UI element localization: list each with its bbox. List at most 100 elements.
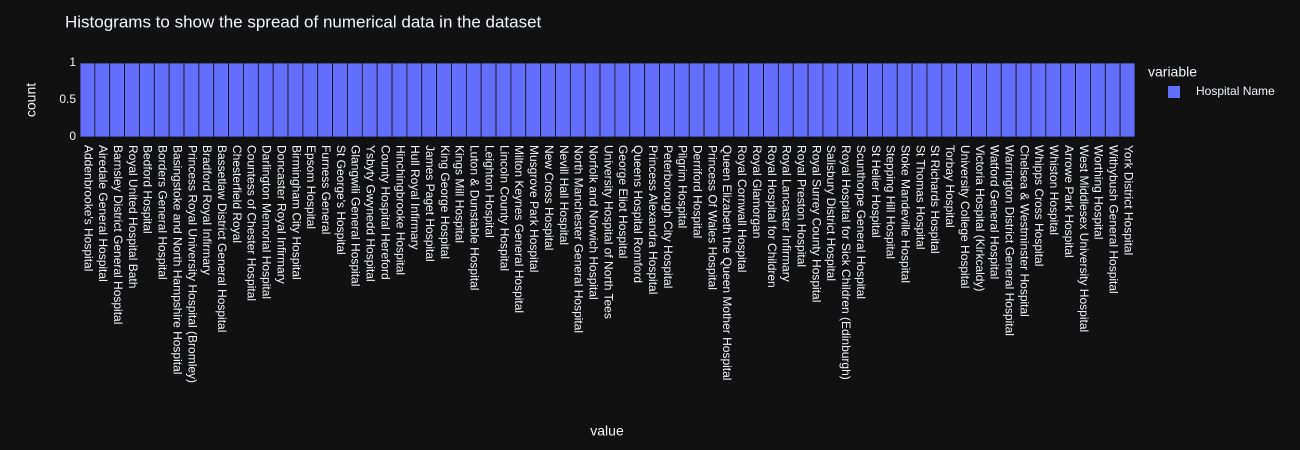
x-tick-label: James Paget Hospital xyxy=(423,145,437,262)
x-tick-label: West Middlesex University Hospital xyxy=(1077,145,1091,332)
x-tick-label: Bedford Hospital xyxy=(141,145,155,234)
bar xyxy=(896,62,913,138)
bar xyxy=(213,62,229,138)
x-tick-label: University Hospital of North Tees xyxy=(601,145,615,319)
bar xyxy=(718,62,735,138)
x-tick-label: St Thomas Hospital xyxy=(913,145,927,250)
x-tick-label: Derriford Hospital xyxy=(690,145,704,238)
x-tick-label: Princess Royal University Hospital (Brom… xyxy=(185,145,199,383)
x-tick-label: Whiston Hospital xyxy=(1047,145,1061,235)
bar xyxy=(881,62,898,138)
legend-label: Hospital Name xyxy=(1196,84,1275,98)
x-tick-label: Leighton Hospital xyxy=(482,145,496,238)
bar xyxy=(1045,62,1062,138)
x-tick-label: County Hospital Hereford xyxy=(378,145,392,280)
bar xyxy=(302,62,319,138)
bar xyxy=(673,62,690,138)
x-tick-label: Kings Mill Hospital xyxy=(453,145,467,243)
bar xyxy=(436,62,452,138)
bar xyxy=(153,62,170,138)
bar xyxy=(614,62,631,138)
x-tick-label: Barnsley District General Hospital xyxy=(111,145,125,324)
bar xyxy=(1075,62,1091,138)
bar xyxy=(198,62,215,138)
bar xyxy=(599,62,616,138)
bar xyxy=(465,62,482,138)
x-tick-label: Stepping Hill Hospital xyxy=(884,145,898,259)
x-tick-label: Chesterfield Royal xyxy=(230,145,244,243)
x-tick-label: Royal Surrey County Hospital xyxy=(809,145,823,302)
x-tick-label: Countess of Chester Hospital xyxy=(245,145,259,301)
bar xyxy=(347,62,363,138)
x-tick-label: Ysbyty Gwynedd Hospital xyxy=(364,145,378,282)
bar xyxy=(183,62,200,138)
x-tick-label: Basingstoke and North Hampshire Hospital xyxy=(170,145,184,374)
bar xyxy=(332,62,348,138)
bar xyxy=(361,62,378,138)
x-tick-label: Warrington District General Hospital xyxy=(1003,145,1017,336)
x-tick-label: St Richards Hospital xyxy=(928,145,942,254)
x-tick-label: Royal Hospital for Children xyxy=(765,145,779,288)
x-tick-label: Hull Royal Infirmary xyxy=(408,145,422,250)
x-tick-label: St George's Hospital xyxy=(334,145,348,255)
bar xyxy=(243,62,259,138)
bar xyxy=(540,62,556,138)
x-tick-label: Royal Glamorgan xyxy=(750,145,764,238)
x-tick-label: Whipps Cross Hospital xyxy=(1032,145,1046,266)
x-tick-label: Royal Cornwall Hospital xyxy=(735,145,749,272)
bar xyxy=(629,62,646,138)
bar xyxy=(79,62,96,138)
x-tick-label: Princess Of Wales Hospital xyxy=(705,145,719,290)
bar xyxy=(391,62,408,138)
x-tick-label: Withybush General Hospital xyxy=(1107,145,1121,294)
bar xyxy=(495,62,512,138)
bar xyxy=(124,62,140,138)
x-tick-label: Furness General xyxy=(319,145,333,234)
bar xyxy=(777,62,794,138)
bar xyxy=(1104,62,1121,138)
x-tick-label: Victoria Hospital (Kirkcaldy) xyxy=(973,145,987,292)
x-tick-label: Salisbury District Hospital xyxy=(824,145,838,281)
x-tick-label: Birmingham City Hospital xyxy=(289,145,303,280)
x-tick-label: Musgrove Park Hospital xyxy=(527,145,541,272)
bar xyxy=(287,62,304,138)
bar xyxy=(807,62,824,138)
bar xyxy=(792,62,809,138)
x-tick-label: Doncaster Royal Infirmary xyxy=(274,145,288,284)
bar xyxy=(584,62,601,138)
bar xyxy=(228,62,244,138)
bar xyxy=(272,62,289,138)
bar xyxy=(168,62,185,138)
bar xyxy=(971,62,987,138)
bar xyxy=(644,62,660,138)
bar xyxy=(926,62,943,138)
legend-swatch xyxy=(1168,86,1180,98)
bar xyxy=(688,62,705,138)
x-tick-label: Nevill Hall Hospital xyxy=(557,145,571,245)
x-tick-label: Borders General Hospital xyxy=(156,145,170,280)
x-axis-label: value xyxy=(590,423,624,439)
bar xyxy=(317,62,334,138)
x-tick-label: York District Hospital xyxy=(1121,145,1135,255)
bar xyxy=(659,62,675,138)
bar xyxy=(986,62,1002,138)
bar xyxy=(941,62,958,138)
bar xyxy=(376,62,393,138)
bar xyxy=(1030,62,1047,138)
y-axis-label: count xyxy=(23,83,39,117)
x-tick-label: Scunthorpe General Hospital xyxy=(854,145,868,299)
bar xyxy=(733,62,750,138)
bar xyxy=(421,62,438,138)
x-tick-label: Royal Hospital for Sick Children (Edinbu… xyxy=(839,145,853,380)
bar xyxy=(525,62,542,138)
x-tick-label: North Manchester General Hospital xyxy=(572,145,586,333)
x-tick-label: Luton & Dunstable Hospital xyxy=(468,145,482,290)
bar xyxy=(139,62,155,138)
x-tick-label: Glangwili General Hospital xyxy=(349,145,363,286)
bar xyxy=(911,62,928,138)
bar xyxy=(555,62,571,138)
bar xyxy=(1060,62,1076,138)
x-tick-label: King George Hospital xyxy=(438,145,452,259)
bar xyxy=(480,62,497,138)
x-tick-label: Worthing Hospital xyxy=(1092,145,1106,240)
